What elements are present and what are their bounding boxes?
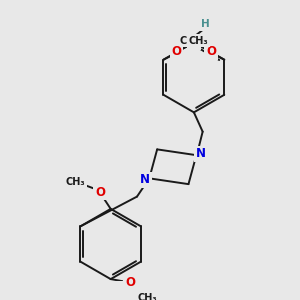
Text: N: N <box>140 173 150 186</box>
Text: CH₃: CH₃ <box>66 176 86 187</box>
Text: CH₃: CH₃ <box>179 36 199 46</box>
Text: H: H <box>201 19 210 29</box>
Text: CH₃: CH₃ <box>189 36 208 46</box>
Text: O: O <box>95 185 105 199</box>
Text: O: O <box>189 36 199 49</box>
Text: O: O <box>125 276 135 289</box>
Text: O: O <box>206 46 216 59</box>
Text: CH₃: CH₃ <box>138 293 158 300</box>
Text: O: O <box>172 46 182 59</box>
Text: N: N <box>196 147 206 160</box>
